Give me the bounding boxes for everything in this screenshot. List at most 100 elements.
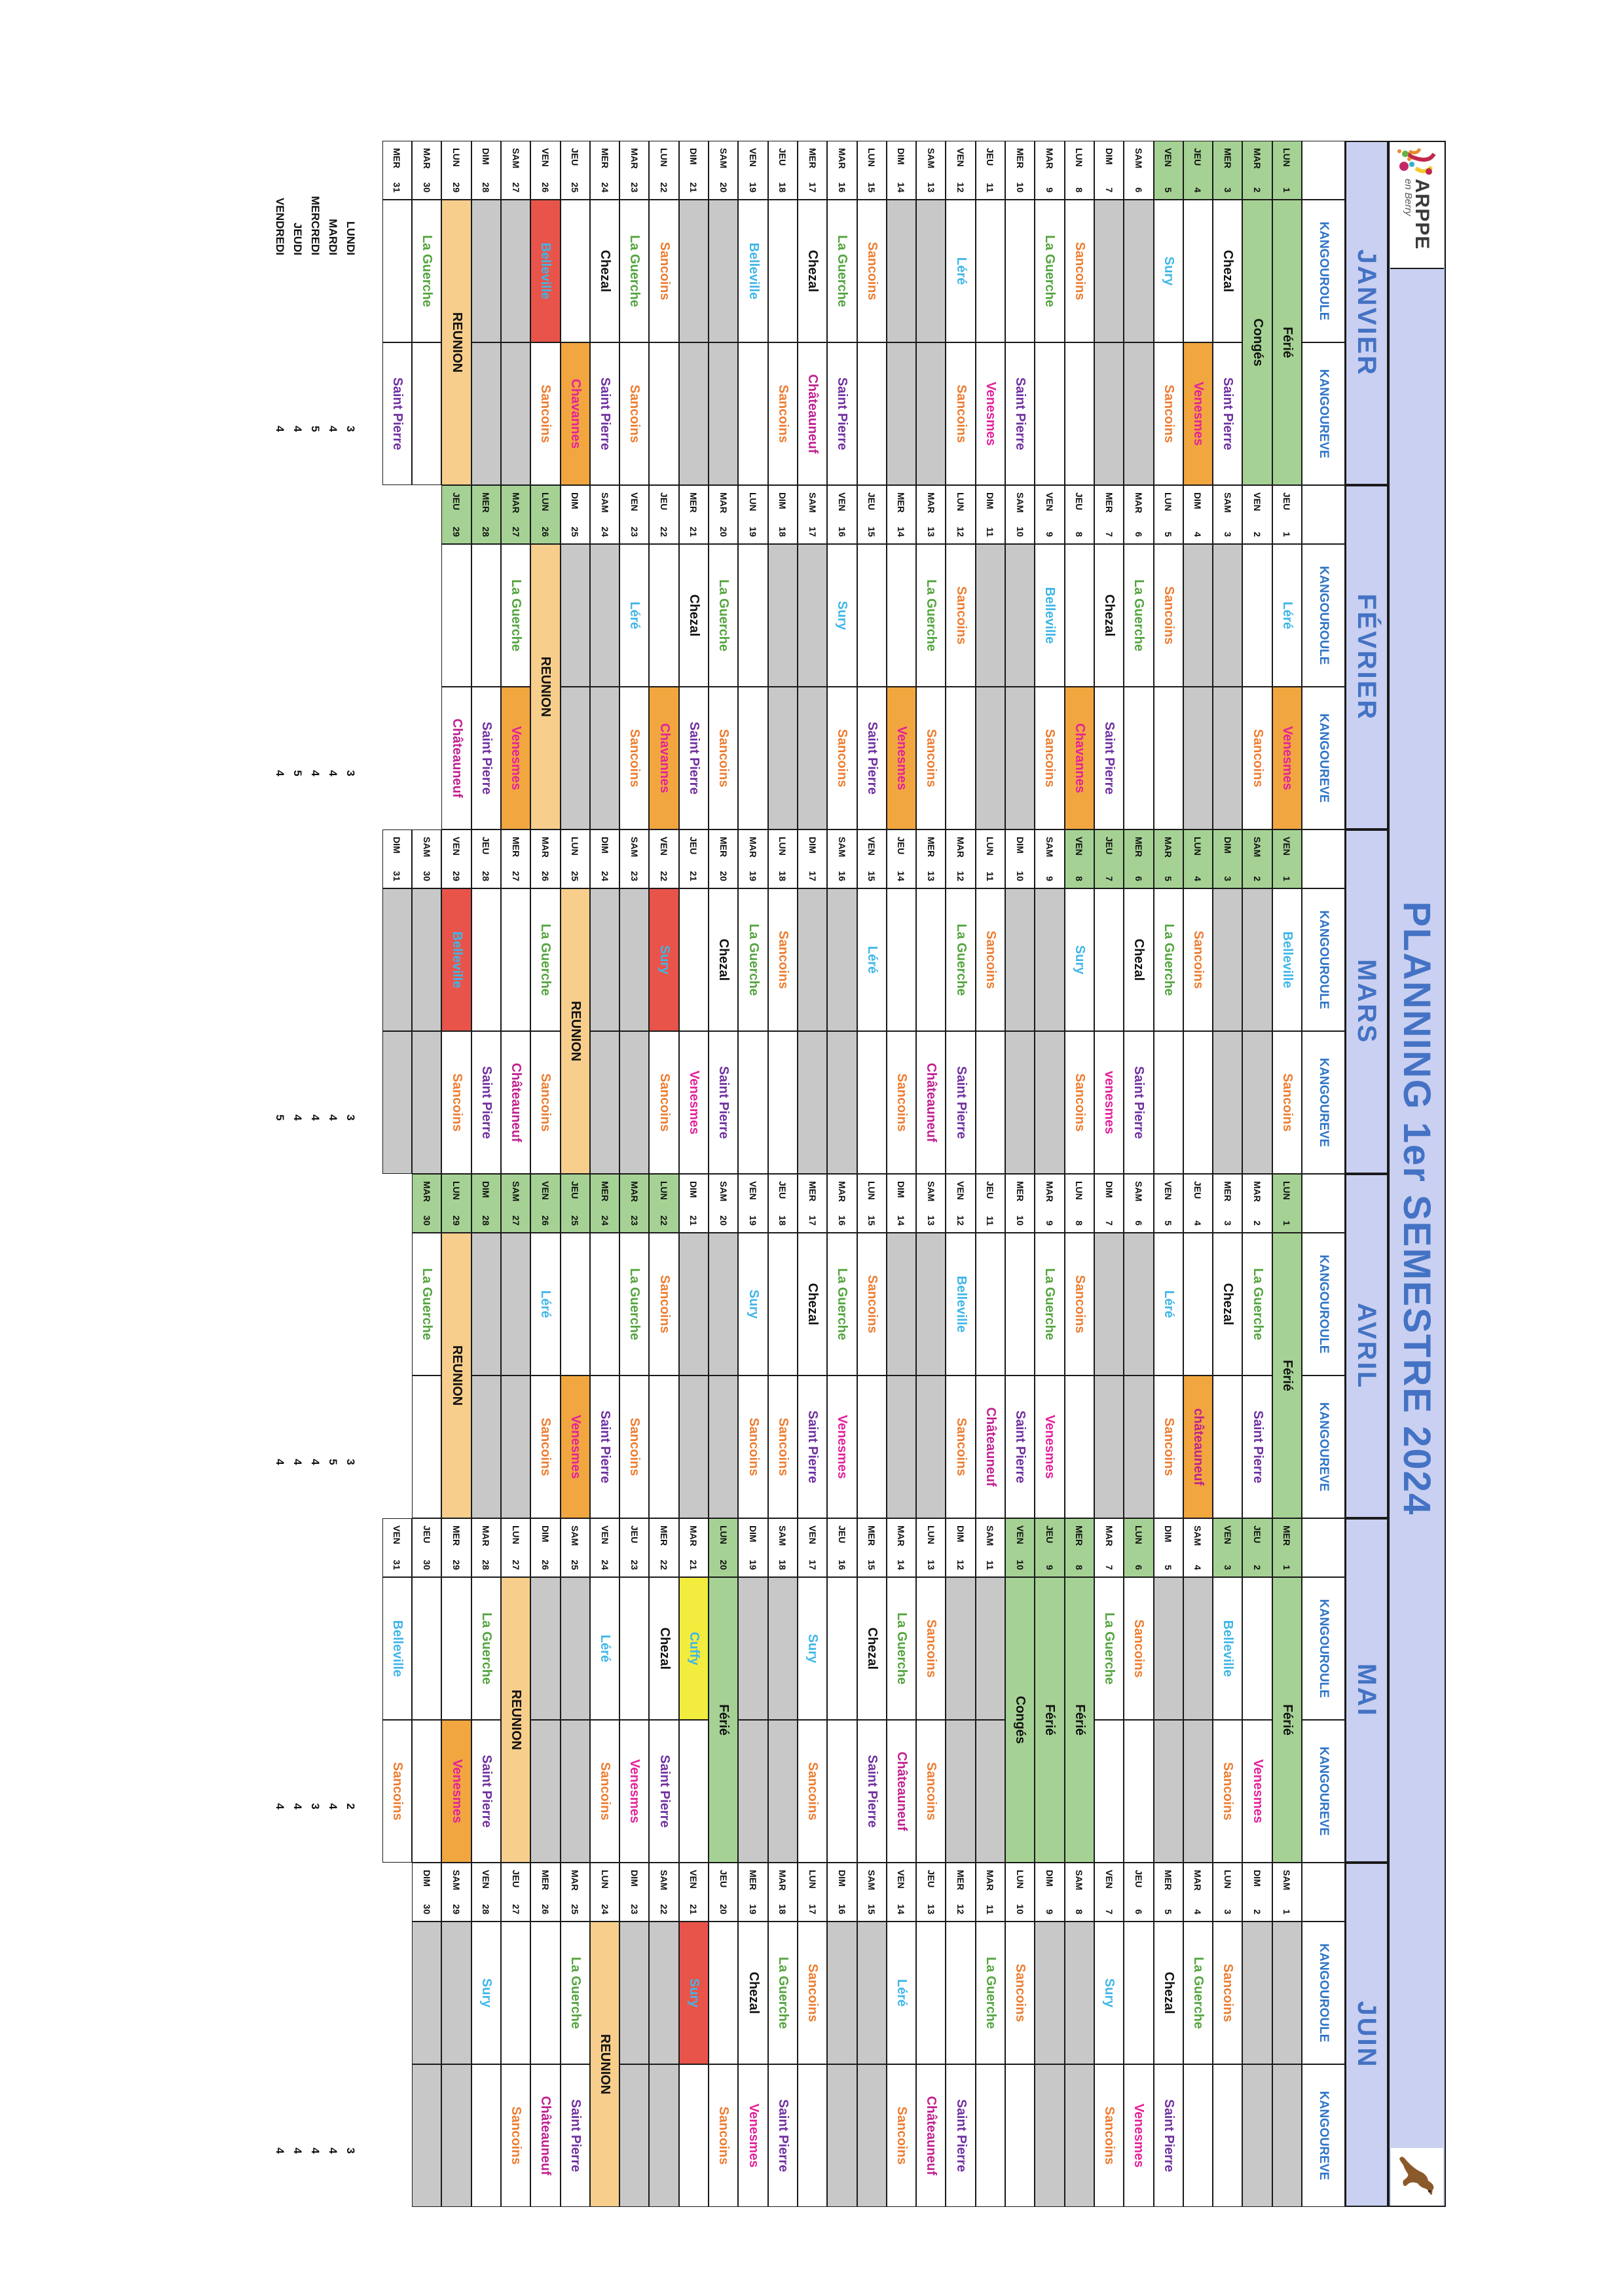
day-row-17: SAM 17 <box>797 485 828 829</box>
corner-cell <box>1302 485 1345 544</box>
kangouroule-cell <box>589 544 620 687</box>
day-number: 20 <box>718 1215 729 1226</box>
kangoureve-cell <box>412 1720 442 1863</box>
day-row-16: JEU 16 <box>827 1518 857 1863</box>
day-abbrev: VEN <box>1014 1525 1025 1544</box>
kangoureve-cell: Saint Pierre <box>1094 687 1124 829</box>
day-label: JEU 4 <box>1183 141 1213 200</box>
day-label: SAM 23 <box>619 829 650 888</box>
day-number: 15 <box>866 1904 877 1914</box>
kangouroule-cell <box>738 544 768 687</box>
kangoureve-cell <box>678 342 709 485</box>
day-abbrev: SAM <box>836 837 847 858</box>
day-abbrev: JEU <box>777 148 788 166</box>
day-row-25: MAR 25 La Guerche Saint Pierre <box>560 1863 590 2207</box>
kangouroule-cell <box>441 544 471 687</box>
day-number: 14 <box>896 1904 907 1914</box>
corner-cell <box>1302 1174 1345 1233</box>
day-row-10: SAM 10 <box>1005 485 1035 829</box>
day-row-23: DIM 23 <box>619 1863 650 2207</box>
day-number: 17 <box>807 526 818 537</box>
day-row-4: SAM 4 <box>1183 1518 1213 1863</box>
day-label: SAM 27 <box>500 1174 531 1233</box>
day-number: 3 <box>1222 876 1233 881</box>
kangouroule-cell: Léré <box>530 1233 561 1376</box>
day-row-5: VEN 5 Sury Sancoins <box>1153 141 1183 485</box>
day-number: 10 <box>1014 1215 1025 1226</box>
kangouroule-cell: Chezal <box>738 1922 768 2064</box>
kangouroule-cell <box>471 544 501 687</box>
kangouroule-cell: Chezal <box>797 1233 828 1376</box>
kangoureve-cell: Sancoins <box>530 1031 561 1174</box>
day-label: DIM 2 <box>1242 1863 1272 1922</box>
day-abbrev: SAM <box>510 148 521 169</box>
day-label: DIM 31 <box>382 829 413 888</box>
day-number: 21 <box>688 871 699 881</box>
day-label: LUN 12 <box>946 485 976 544</box>
kangoureve-cell <box>857 342 887 485</box>
kangoureve-cell: Venesmes <box>738 2064 768 2207</box>
day-number: 6 <box>1133 1909 1144 1914</box>
day-label: JEU 18 <box>767 1174 798 1233</box>
legend-label-jeudi: JEUDI <box>291 222 304 255</box>
kangouroule-cell <box>857 1922 887 2064</box>
day-row-30: DIM 30 <box>412 1863 442 2207</box>
arppe-logo: ARPPE en Berry <box>1390 142 1444 269</box>
day-row-26: LUN 26 REUNION <box>530 485 561 829</box>
day-abbrev: SAM <box>925 148 936 169</box>
day-abbrev: LUN <box>1014 1870 1025 1889</box>
kangouroule-cell: Léré <box>946 200 976 342</box>
day-row-6: SAM 6 <box>1124 141 1154 485</box>
day-abbrev: VEN <box>659 837 670 856</box>
kangoureve-cell <box>797 1031 828 1174</box>
kangoureve-cell <box>1064 2064 1094 2207</box>
count-janvier-vendredi: 4 <box>274 426 286 432</box>
day-row-14: JEU 14 Sancoins <box>886 829 917 1174</box>
kangouroule-cell <box>916 1922 946 2064</box>
day-number: 22 <box>659 1215 670 1226</box>
day-abbrev: DIM <box>955 1525 967 1542</box>
day-label: JEU 29 <box>441 485 471 544</box>
month-title: FÉVRIER <box>1345 485 1388 829</box>
day-row-23: VEN 23 Léré Sancoins <box>619 485 650 829</box>
day-abbrev: JEU <box>925 1870 936 1888</box>
kangoureve-cell <box>857 2064 887 2207</box>
day-row-20: MAR 20 La Guerche Sancoins <box>709 485 739 829</box>
day-abbrev: SAM <box>925 1181 936 1202</box>
merged-cell-congés: Congés <box>1242 200 1272 485</box>
day-label: VEN 12 <box>946 1174 976 1233</box>
day-label: MER 26 <box>530 1863 561 1922</box>
day-abbrev: SAM <box>1044 837 1055 858</box>
day-number: 11 <box>985 871 996 881</box>
day-row-26: MER 26 Châteauneuf <box>530 1863 561 2207</box>
day-row-18: SAM 18 <box>767 1518 798 1863</box>
day-number: 9 <box>1044 532 1055 537</box>
kangoureve-cell <box>412 342 442 485</box>
day-row-20: JEU 20 Sancoins <box>709 1863 739 2207</box>
day-abbrev: JEU <box>451 492 462 511</box>
day-label: DIM 10 <box>1005 829 1035 888</box>
day-abbrev: MAR <box>718 492 729 513</box>
day-row-12: LUN 12 Sancoins <box>946 485 976 829</box>
day-row-15: JEU 15 Saint Pierre <box>857 485 887 829</box>
day-abbrev: DIM <box>1044 1870 1055 1887</box>
month-title: JANVIER <box>1345 141 1388 485</box>
day-row-27: SAM 27 <box>500 1174 531 1518</box>
day-label: MAR 23 <box>619 1174 650 1233</box>
day-number: 24 <box>599 871 610 881</box>
month-title: MARS <box>1345 829 1388 1174</box>
day-row-23: SAM 23 <box>619 829 650 1174</box>
day-number: 4 <box>1192 187 1204 192</box>
kangouroule-cell <box>738 1577 768 1720</box>
kangoureve-cell: Sancoins <box>916 687 946 829</box>
day-abbrev: MAR <box>1133 492 1144 513</box>
kangouroule-cell <box>1094 1233 1124 1376</box>
day-abbrev: MER <box>1074 1525 1085 1546</box>
kangoureve-cell: Châteauneuf <box>500 1031 531 1174</box>
kangouroule-cell: Belleville <box>382 1577 413 1720</box>
kangoureve-cell <box>1124 1376 1154 1518</box>
day-label: SAM 6 <box>1124 1174 1154 1233</box>
kangoureve-cell: Châteauneuf <box>530 2064 561 2207</box>
day-number: 27 <box>510 526 521 537</box>
day-abbrev: SAM <box>1014 492 1025 513</box>
